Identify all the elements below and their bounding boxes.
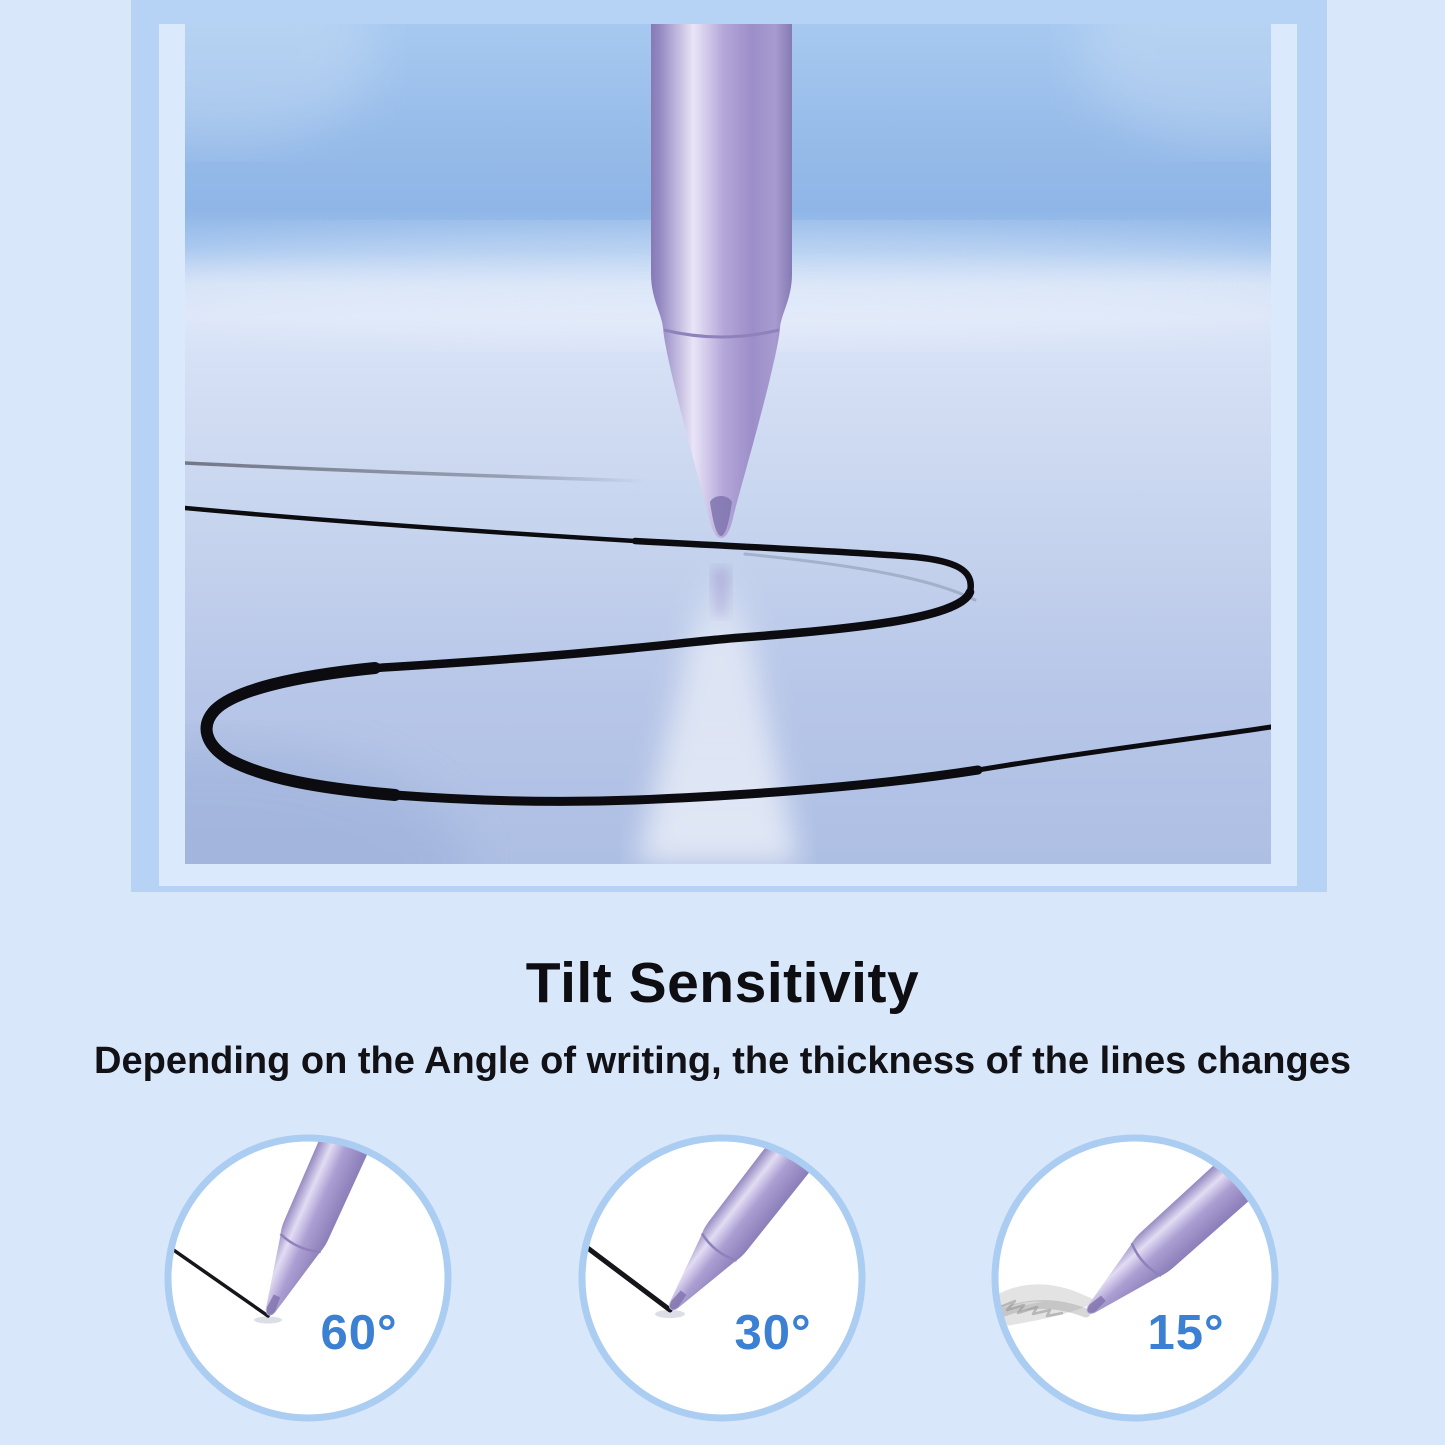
tilt-example-60: 60° (161, 1131, 455, 1425)
angle-label-30: 30° (734, 1306, 812, 1360)
circle-face (582, 1138, 862, 1418)
ink-line-distant (185, 461, 647, 483)
tilt-15-illustration (991, 1134, 1279, 1422)
circle-face (168, 1138, 448, 1418)
tilt-60-illustration (164, 1134, 452, 1422)
corner-glow-left (185, 24, 375, 144)
broad-shading-stroke (995, 1284, 1100, 1326)
angle-label-60: 60° (320, 1306, 398, 1360)
stylus-pen-tilted-60 (265, 1138, 411, 1316)
stylus-pen (651, 24, 792, 538)
hero-photo (185, 24, 1271, 864)
hero-photo-frame (131, 0, 1327, 892)
tilt-example-30: 30° (575, 1131, 869, 1425)
corner-glow-right (1081, 24, 1271, 144)
hero-photo-inner-border (159, 24, 1297, 886)
circle-border (164, 1134, 452, 1422)
stylus-nib-seam (663, 328, 780, 339)
stylus-nib-tip (710, 496, 732, 536)
medium-ink-line (582, 1234, 673, 1313)
pen-tip-reflection (711, 568, 731, 616)
angle-label-15: 15° (1147, 1306, 1225, 1360)
page-title: Tilt Sensitivity (525, 951, 920, 1015)
page-subtitle: Depending on the Angle of writing, the t… (94, 1040, 1351, 1082)
ink-s-curve (185, 505, 1271, 806)
thin-ink-line (168, 1242, 270, 1318)
stylus-drawing-scene (185, 24, 1271, 864)
circle-border (578, 1134, 866, 1422)
stylus-body (651, 24, 792, 538)
tilt-example-15: 15° (988, 1131, 1282, 1425)
stylus-pen-tilted-30 (669, 1138, 862, 1311)
tilt-30-illustration (578, 1134, 866, 1422)
circle-border (991, 1134, 1279, 1422)
ink-line-reflection (743, 552, 977, 602)
